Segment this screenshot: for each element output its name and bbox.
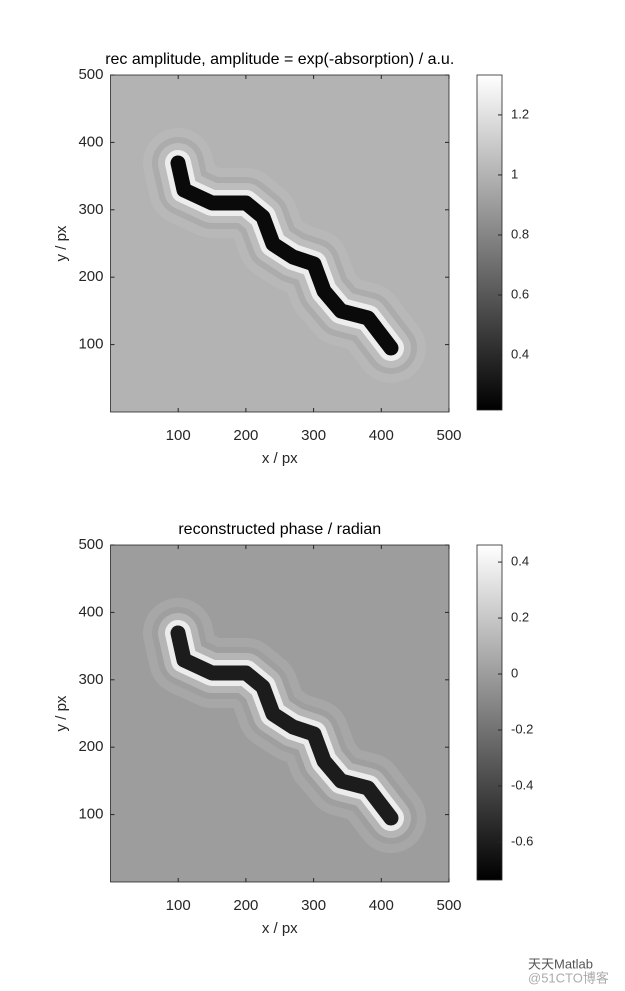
x-tick-label: 200: [233, 427, 258, 444]
y-tick-label: 500: [78, 536, 103, 553]
chart-title: reconstructed phase / radian: [178, 521, 381, 538]
image-feature: [170, 155, 399, 356]
y-tick-label: 400: [78, 133, 103, 150]
x-tick-label: 400: [369, 897, 394, 914]
x-axis-label: x / px: [262, 920, 298, 937]
y-axis-label: y / px: [53, 695, 70, 731]
plot: 100 200 300 400 500 100 200 300 400 500 reconstruc…: [53, 521, 462, 937]
y-axis-label: y / px: [53, 225, 70, 261]
axes-box: [110, 74, 450, 413]
colorbar-tick-label: 0.6: [511, 286, 529, 301]
image: [143, 598, 426, 853]
y-tick-label: 400: [78, 603, 103, 620]
colorbar-scale: [476, 74, 503, 411]
colorbar: 0.4 0.6 0.8 1 1.2: [476, 74, 529, 411]
colorbar-tick-label: 0.2: [511, 609, 529, 624]
x-tick-label: 100: [166, 427, 191, 444]
y-tick-label: 200: [78, 268, 103, 285]
watermark-brand: 天天Matlab: [528, 956, 593, 971]
image-feature: [170, 625, 399, 826]
x-tick-label: 300: [301, 897, 326, 914]
colorbar-tick-label: 0.4: [511, 554, 529, 569]
x-tick-label: 500: [436, 427, 461, 444]
colorbar-tick-label: 0: [511, 665, 518, 680]
x-tick-label: 300: [301, 427, 326, 444]
axes-box: [110, 544, 450, 883]
y-tick-label: 500: [78, 66, 103, 83]
image: [143, 128, 426, 383]
colorbar-tick-label: 0.8: [511, 226, 529, 241]
colorbar-tick-label: -0.2: [511, 721, 533, 736]
colorbar-scale: [476, 544, 503, 881]
colorbar-tick-label: 1.2: [511, 106, 529, 121]
colorbar: -0.6 -0.4 -0.2 0 0.2 0.4: [476, 544, 533, 881]
y-tick-label: 100: [78, 806, 103, 823]
x-axis-label: x / px: [262, 450, 298, 467]
x-tick-label: 500: [436, 897, 461, 914]
x-tick-label: 200: [233, 897, 258, 914]
y-tick-label: 300: [78, 201, 103, 218]
colorbar-tick-label: 1: [511, 166, 518, 181]
x-tick-label: 400: [369, 427, 394, 444]
colorbar-tick-label: -0.4: [511, 777, 533, 792]
colorbar-tick-label: 0.4: [511, 347, 529, 362]
colorbar-tick-label: -0.6: [511, 833, 533, 848]
y-tick-label: 100: [78, 336, 103, 353]
y-tick-label: 200: [78, 738, 103, 755]
chart-title: rec amplitude, amplitude = exp(-absorpti…: [105, 51, 454, 68]
x-tick-label: 100: [166, 897, 191, 914]
y-tick-label: 300: [78, 671, 103, 688]
watermark-source: @51CTO博客: [528, 970, 609, 985]
